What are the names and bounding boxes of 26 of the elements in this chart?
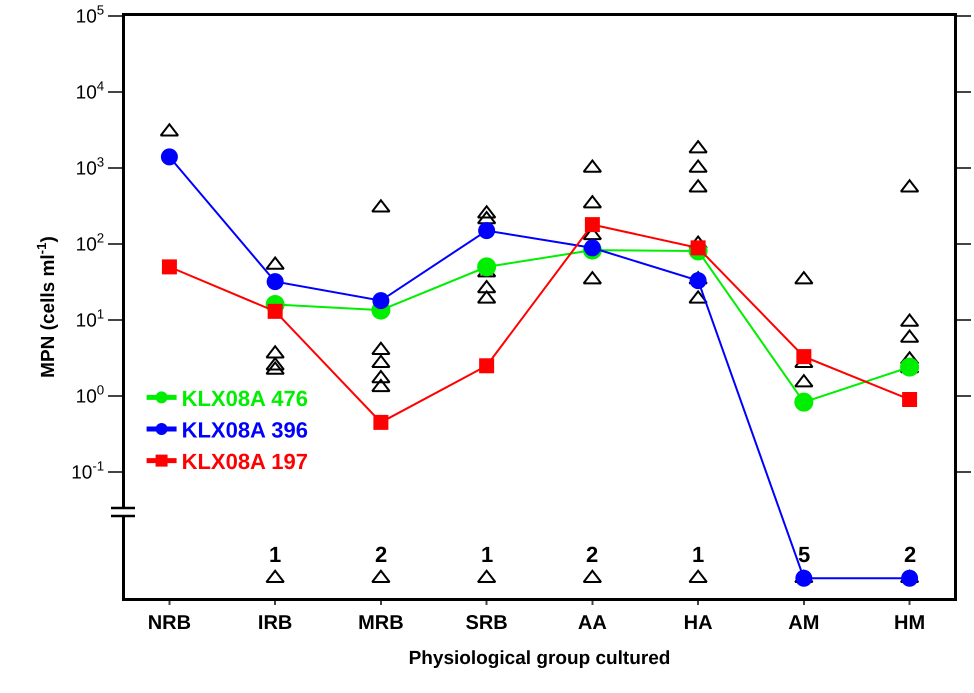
x-tick-label: HA bbox=[684, 612, 713, 634]
x-tick-label: NRB bbox=[148, 612, 192, 634]
x-tick-label: AM bbox=[788, 612, 820, 634]
x-tick-label: IRB bbox=[258, 612, 292, 634]
x-tick-label: SRB bbox=[466, 612, 508, 634]
y-tick-label: 10$^{1}$ bbox=[76, 306, 104, 332]
x-tick-label: MRB bbox=[358, 612, 404, 634]
x-axis-title: Physiological group cultured bbox=[408, 648, 670, 669]
y-tick-label: 10$^{-1}$ bbox=[71, 458, 104, 484]
y-tick-label: 10$^{2}$ bbox=[76, 230, 104, 256]
x-tick-label: AA bbox=[578, 612, 607, 634]
y-tick-label: 10$^{0}$ bbox=[76, 382, 104, 408]
annotation: 2 bbox=[586, 542, 598, 567]
annotation: 1 bbox=[692, 542, 704, 567]
legend-label: KLX08A 396 bbox=[182, 418, 308, 443]
legend-label: KLX08A 197 bbox=[182, 449, 308, 474]
annotation: 5 bbox=[798, 542, 810, 567]
annotation: 2 bbox=[904, 542, 916, 567]
annotation: 1 bbox=[481, 542, 494, 567]
annotation: 1 bbox=[269, 542, 282, 567]
y-tick-label: 10$^{3}$ bbox=[76, 154, 104, 180]
annotation: 2 bbox=[375, 542, 388, 567]
y-tick-label: 10$^{4}$ bbox=[76, 78, 104, 104]
legend-label: KLX08A 476 bbox=[182, 386, 308, 411]
y-tick-label: 10$^{5}$ bbox=[76, 2, 104, 28]
x-tick-label: HM bbox=[894, 612, 926, 634]
